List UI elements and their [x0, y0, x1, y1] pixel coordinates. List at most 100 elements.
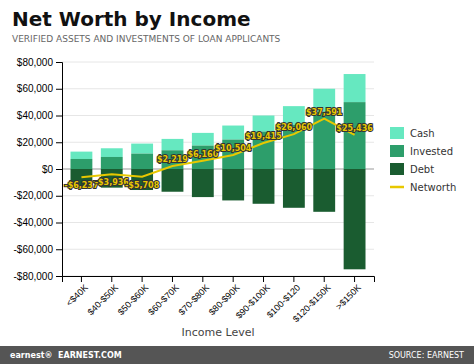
legend-swatch	[390, 145, 404, 157]
x-tick: <$40K	[64, 276, 90, 308]
y-tick-mark	[56, 276, 62, 277]
x-axis-line	[63, 277, 375, 283]
bar	[162, 169, 184, 192]
legend-item: Debt	[390, 163, 434, 175]
x-tick-mark	[172, 276, 173, 282]
y-tick-mark	[56, 223, 62, 224]
subtitle: VERIFIED ASSETS AND INVESTMENTS OF LOAN …	[12, 34, 281, 44]
x-tick: $120-$150K	[291, 276, 333, 324]
y-tick-label: -$20,000	[14, 190, 54, 201]
bar	[192, 169, 214, 197]
plot: -$6,237-$3,936-$5,708$2,219$6,160$10,504…	[14, 57, 375, 324]
x-tick-mark	[293, 276, 294, 282]
marks	[70, 74, 365, 269]
bar	[313, 169, 335, 212]
x-tick: >$150K	[334, 276, 363, 312]
bar	[70, 159, 92, 169]
y-tick: -$20,000	[14, 190, 62, 201]
grid	[62, 62, 374, 276]
y-tick-mark	[56, 196, 62, 197]
legend-item: Invested	[390, 145, 453, 157]
footer: earnest® EARNEST.COMSOURCE: EARNEST	[0, 346, 474, 364]
data-label: $25,436	[336, 124, 373, 133]
legend: Cash Invested Debt Networth	[390, 127, 456, 193]
bar	[344, 169, 366, 269]
y-tick: $0	[42, 164, 62, 175]
title: Net Worth by Income	[12, 7, 251, 31]
y-tick-mark	[56, 142, 62, 143]
x-tick-label: $40-$50K	[86, 282, 121, 317]
y-tick: $20,000	[17, 137, 62, 148]
legend-label: Cash	[410, 128, 435, 139]
y-tick: $40,000	[17, 110, 62, 121]
data-label: $37,591	[306, 108, 343, 117]
y-tick: -$80,000	[14, 271, 62, 282]
bar	[283, 169, 305, 208]
x-tick-label: $50-$60K	[116, 282, 151, 317]
bar	[344, 102, 366, 169]
y-axis-line	[56, 63, 63, 277]
bar	[253, 116, 275, 132]
x-tick-label: $70-$80K	[177, 282, 212, 317]
x-tick-mark	[233, 276, 234, 282]
y-tick-label: -$40,000	[14, 217, 54, 228]
bar	[70, 152, 92, 159]
x-tick-label: >$150K	[334, 282, 363, 311]
y-tick-label: $20,000	[17, 137, 54, 148]
grid-line	[62, 249, 374, 250]
y-tick: -$60,000	[14, 244, 62, 255]
x-tick: $50-$60K	[116, 276, 151, 317]
x-tick-label: $60-$70K	[146, 282, 181, 317]
x-axis: <$40K$40-$50K$50-$60K$60-$70K$70-$80K$80…	[63, 276, 375, 324]
data-label: $26,060	[276, 123, 313, 132]
data-label: $10,504	[215, 144, 252, 153]
bar	[344, 74, 366, 102]
bar	[192, 133, 214, 146]
footer-band	[0, 346, 474, 364]
x-tick-mark	[324, 276, 325, 282]
data-label: -$6,237	[64, 181, 98, 190]
legend-swatch	[390, 127, 404, 139]
y-tick-mark	[56, 62, 62, 63]
bar	[283, 106, 305, 125]
x-tick-label: $120-$150K	[291, 282, 333, 324]
bar	[101, 148, 123, 157]
x-axis-title: Income Level	[181, 326, 254, 339]
legend-label: Invested	[410, 146, 453, 157]
bar-series	[70, 169, 365, 269]
grid-line	[62, 222, 374, 223]
x-tick: $70-$80K	[177, 276, 212, 317]
x-tick-mark	[111, 276, 112, 282]
x-tick: $60-$70K	[146, 276, 181, 317]
bar	[131, 144, 153, 154]
legend-item: Cash	[390, 127, 435, 139]
bar	[313, 111, 335, 169]
line	[81, 119, 354, 178]
y-tick-label: $40,000	[17, 110, 54, 121]
x-tick: $40-$50K	[86, 276, 121, 317]
bar	[222, 126, 244, 140]
annotation: earnest® EARNEST.COM	[10, 351, 122, 360]
y-tick: $80,000	[17, 57, 62, 68]
grid-line	[62, 62, 374, 63]
legend-swatch	[390, 186, 404, 189]
x-tick-mark	[202, 276, 203, 282]
y-tick-mark	[56, 89, 62, 90]
y-axis: -$80,000 -$60,000 -$40,000 -$20,000 $0 $20,00…	[14, 57, 63, 282]
x-tick-mark	[81, 276, 82, 282]
x-tick-label: <$40K	[64, 282, 90, 308]
y-tick-mark	[56, 116, 62, 117]
bar	[253, 169, 275, 204]
legend-swatch	[390, 163, 404, 175]
y-tick-label: $80,000	[17, 57, 54, 68]
data-label: $19,415	[245, 132, 282, 141]
legend-label: Networth	[410, 182, 456, 193]
data-labels: -$6,237-$3,936-$5,708$2,219$6,160$10,504…	[64, 108, 373, 191]
y-tick-label: $60,000	[17, 83, 54, 94]
y-tick-mark	[56, 169, 62, 170]
data-label: $2,219	[157, 155, 188, 164]
y-tick-label: -$80,000	[14, 271, 54, 282]
chart: Net Worth by Income VERIFIED ASSETS AND I…	[0, 0, 474, 364]
bar	[101, 157, 123, 169]
legend-item: Networth	[390, 182, 456, 193]
